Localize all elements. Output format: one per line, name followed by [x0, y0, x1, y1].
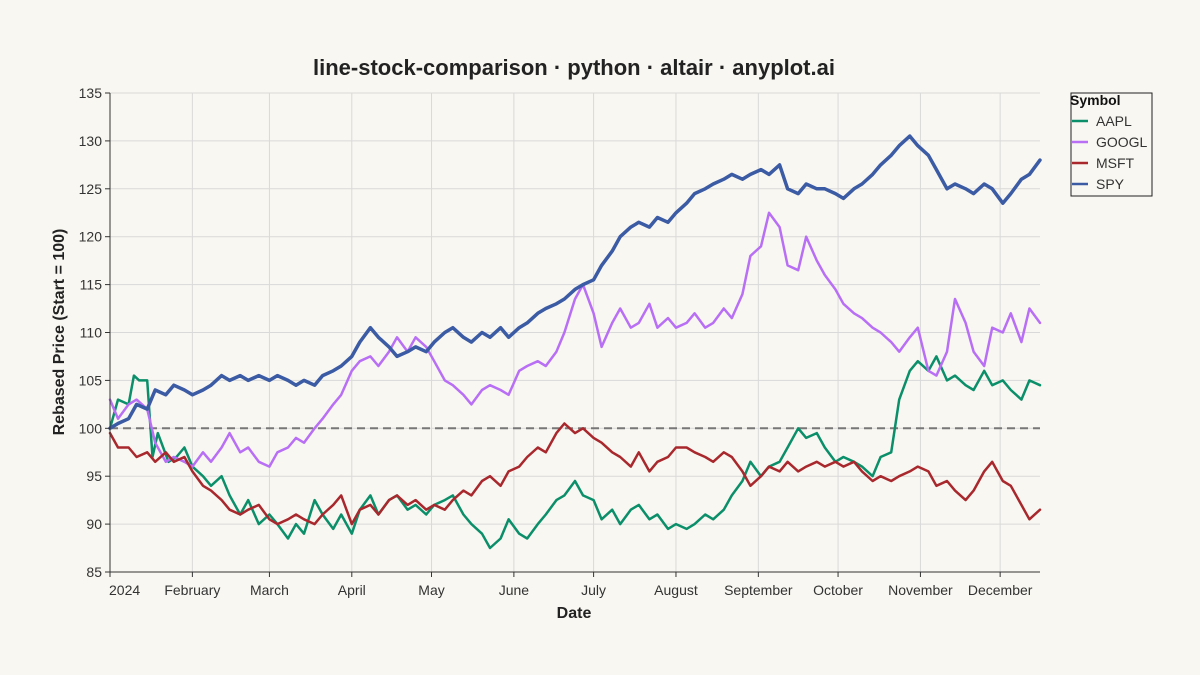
- legend-label-msft: MSFT: [1096, 155, 1135, 171]
- x-tick-label: September: [724, 582, 793, 598]
- series-line-spy: [108, 134, 1042, 431]
- legend-title: Symbol: [1070, 92, 1121, 108]
- x-tick-label: April: [338, 582, 366, 598]
- y-tick-label: 110: [80, 325, 103, 341]
- y-tick-label: 90: [86, 516, 102, 532]
- y-tick-label: 115: [80, 277, 103, 293]
- legend-items: AAPL GOOGL MSFT SPY: [1072, 113, 1148, 192]
- x-tick-label: March: [250, 582, 289, 598]
- legend-label-spy: SPY: [1096, 176, 1125, 192]
- chart-title: line-stock-comparison · python · altair …: [313, 55, 835, 80]
- x-tick-label: October: [813, 582, 863, 598]
- x-tick-label: November: [888, 582, 953, 598]
- series-line-aapl: [108, 355, 1042, 550]
- x-tick-label: July: [581, 582, 606, 598]
- x-tick-label: 2024: [109, 582, 140, 598]
- x-tick-label: February: [164, 582, 220, 598]
- legend: Symbol AAPL GOOGL MSFT SPY: [1070, 92, 1153, 197]
- y-tick-label: 85: [86, 564, 102, 580]
- y-tick-label: 100: [79, 420, 103, 436]
- axes: 85 90 95 100 105 110 115 120 125 130 135 2024 Februa…: [79, 85, 1040, 598]
- series-line-msft: [108, 422, 1042, 526]
- x-tick-label: June: [499, 582, 530, 598]
- series-line-googl: [108, 211, 1042, 468]
- y-tick-label: 95: [86, 468, 102, 484]
- y-tick-label: 125: [79, 181, 103, 197]
- legend-frame: [1070, 92, 1153, 197]
- x-tick-label: May: [418, 582, 444, 598]
- y-tick-label: 135: [79, 85, 103, 101]
- x-tick-label: December: [968, 582, 1033, 598]
- y-tick-label: 130: [79, 133, 103, 149]
- legend-label-aapl: AAPL: [1096, 113, 1132, 129]
- legend-label-googl: GOOGL: [1096, 134, 1148, 150]
- x-tick-label: August: [654, 582, 698, 598]
- y-tick-label: 105: [79, 372, 103, 388]
- x-axis-title: Date: [557, 605, 592, 622]
- y-axis-title: Rebased Price (Start = 100): [51, 229, 68, 436]
- y-tick-label: 120: [79, 229, 103, 245]
- series-layer: [108, 134, 1042, 550]
